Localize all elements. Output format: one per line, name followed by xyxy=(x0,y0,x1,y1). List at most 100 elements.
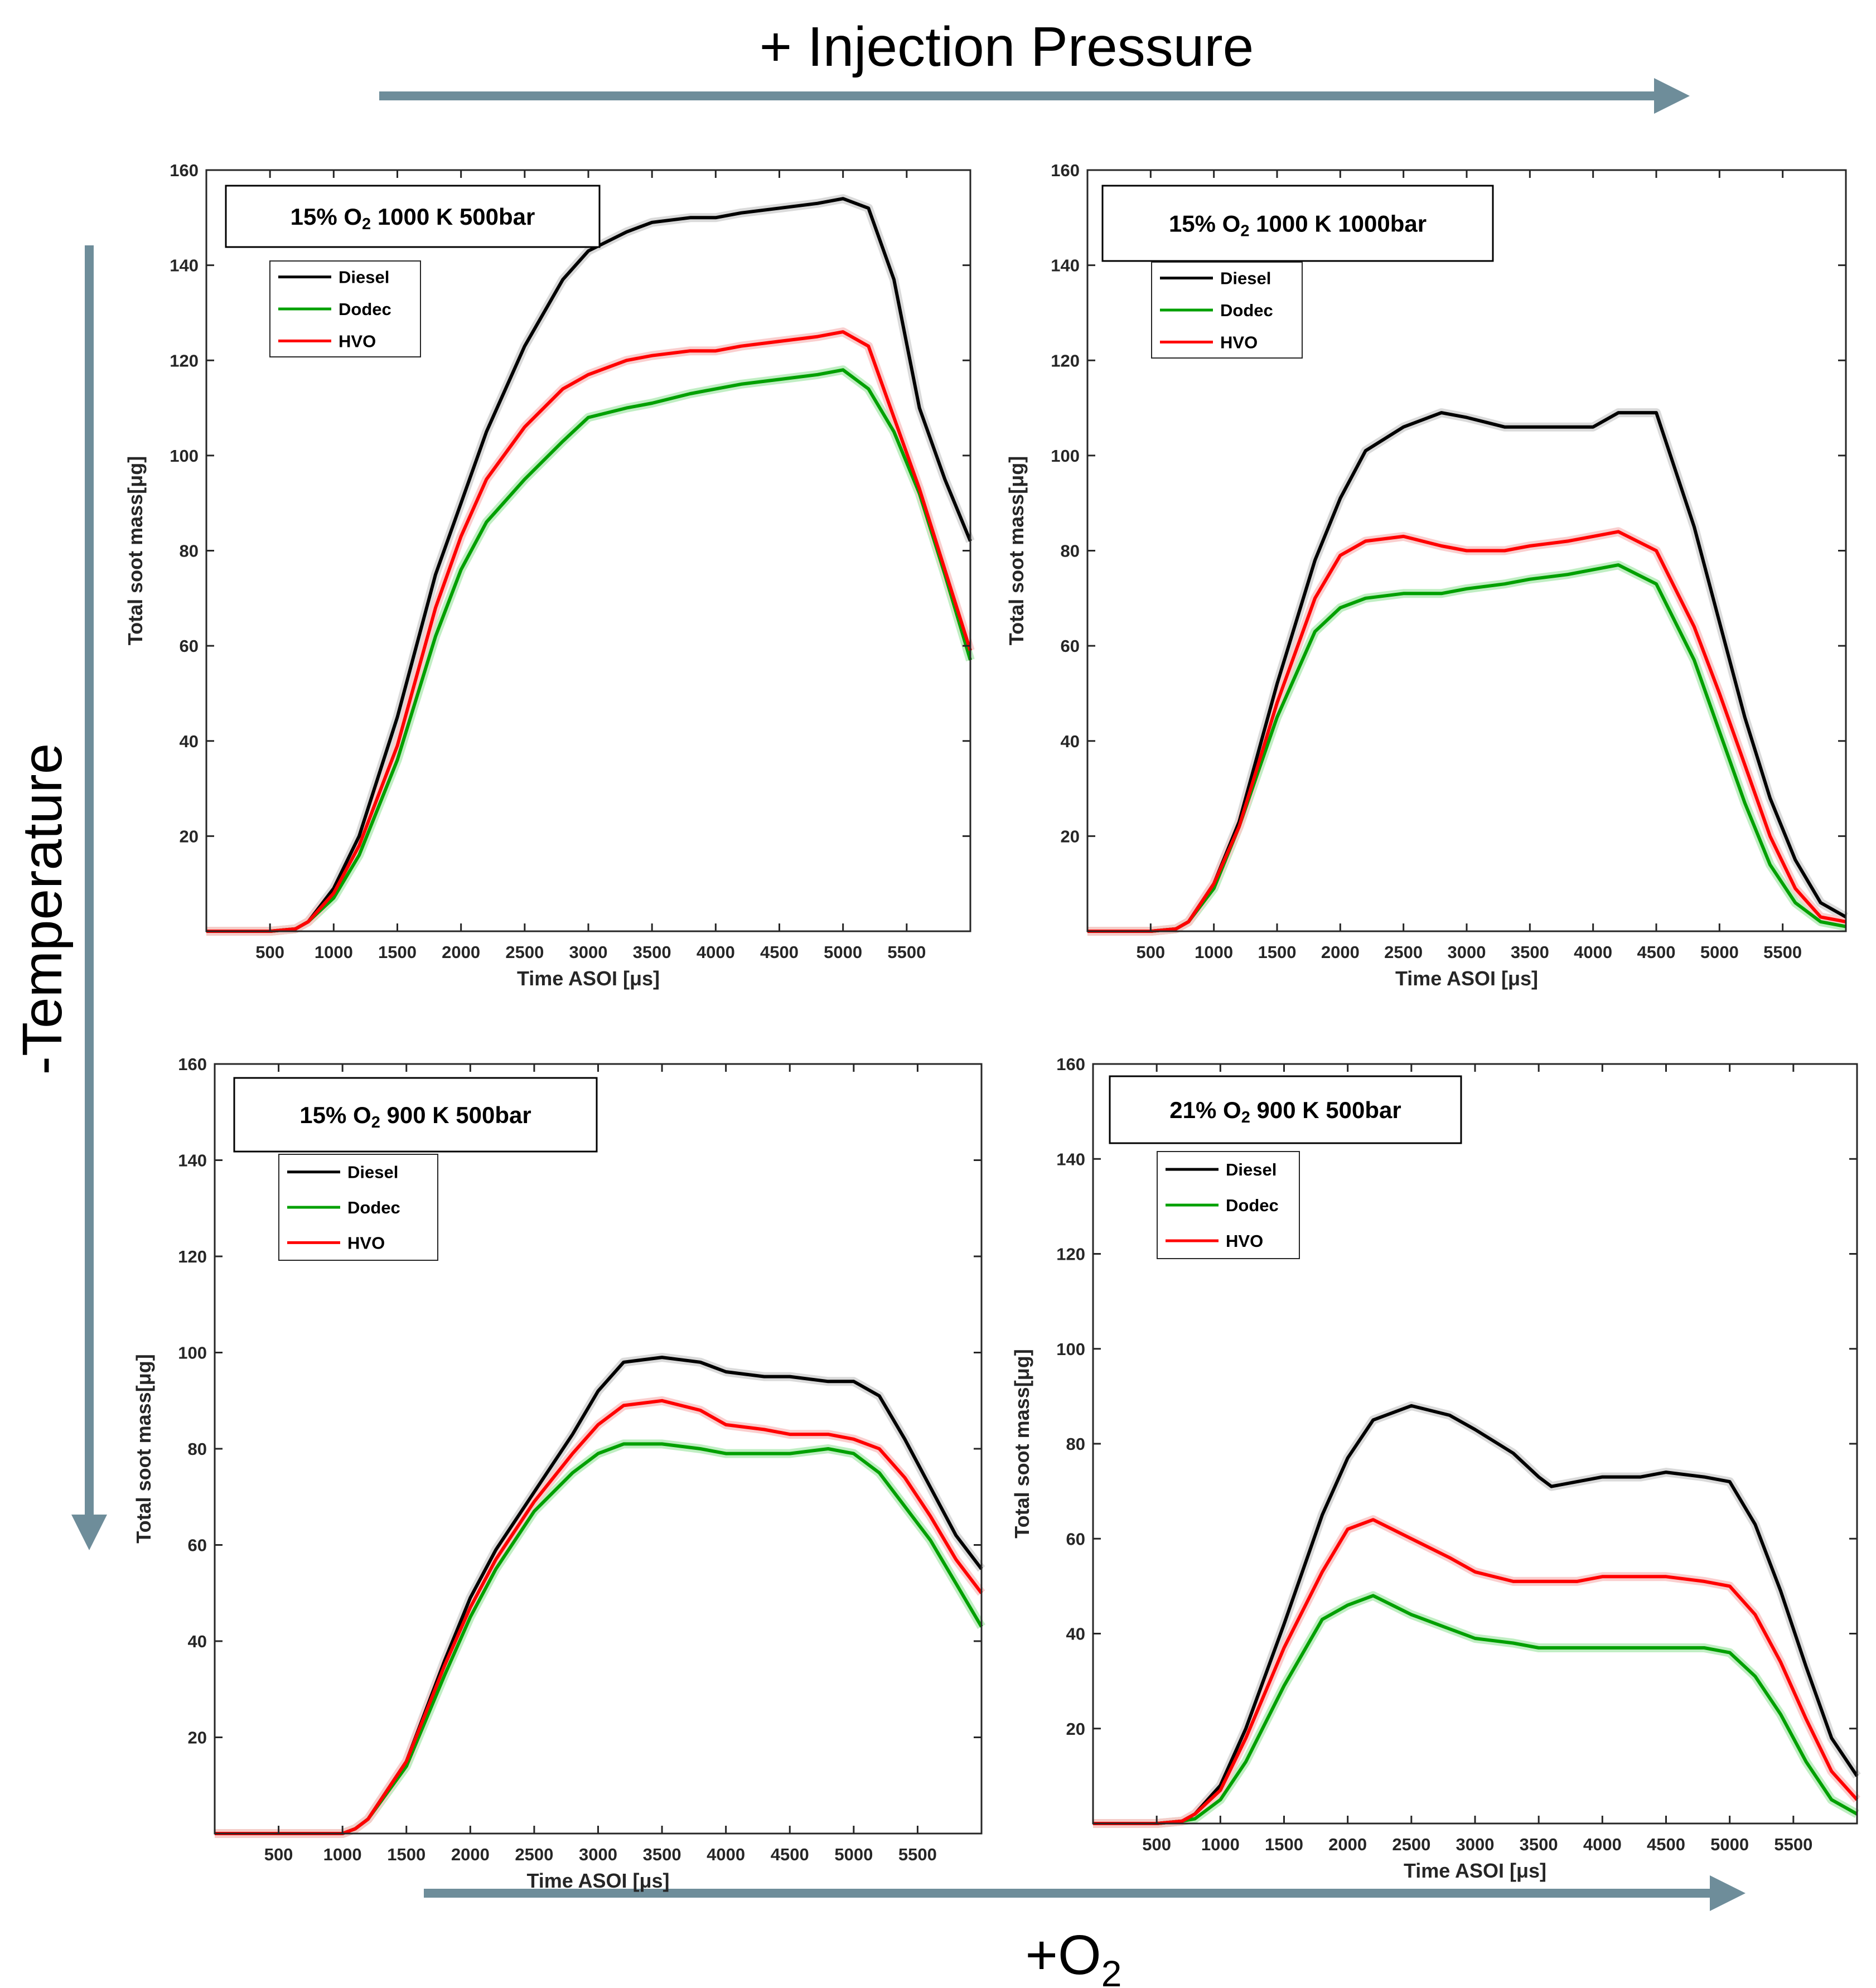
y-tick-label: 60 xyxy=(188,1536,207,1555)
legend-label-diesel: Diesel xyxy=(1226,1160,1277,1179)
series-line-dodec xyxy=(1093,1594,1858,1825)
x-axis-label: Time ASOI [μs] xyxy=(517,967,660,990)
y-tick-label: 80 xyxy=(188,1439,207,1459)
y-tick-label: 20 xyxy=(1066,1719,1085,1739)
legend-label-hvo: HVO xyxy=(339,331,376,351)
y-tick-label: 80 xyxy=(1061,541,1080,561)
y-tick-label: 40 xyxy=(180,732,199,751)
y-tick-label: 140 xyxy=(178,1151,207,1170)
y-axis-label: Total soot mass[μg] xyxy=(132,1354,155,1543)
x-tick-label: 1000 xyxy=(1201,1835,1240,1854)
x-tick-label: 4500 xyxy=(771,1845,809,1864)
y-tick-label: 160 xyxy=(178,1055,207,1074)
x-tick-label: 3500 xyxy=(1511,942,1549,962)
y-tick-label: 160 xyxy=(1051,161,1080,180)
x-tick-label: 2500 xyxy=(1384,942,1423,962)
series-line-diesel xyxy=(1093,1404,1859,1825)
x-tick-label: 3500 xyxy=(1520,1835,1558,1854)
x-tick-label: 5000 xyxy=(834,1845,873,1864)
x-tick-label: 4500 xyxy=(1637,942,1676,962)
x-tick-label: 500 xyxy=(1136,942,1165,962)
x-tick-label: 4500 xyxy=(760,942,799,962)
x-tick-label: 1500 xyxy=(1258,942,1297,962)
series-line-dodec xyxy=(206,368,972,933)
x-tick-label: 1000 xyxy=(1195,942,1233,962)
x-tick-label: 4500 xyxy=(1647,1835,1685,1854)
legend-label-diesel: Diesel xyxy=(339,268,389,287)
y-tick-label: 100 xyxy=(1051,446,1080,466)
x-tick-label: 2000 xyxy=(451,1845,490,1864)
x-tick-label: 1000 xyxy=(315,942,353,962)
chart-panel-bottom-left: 500 1000 1500 2000 2500 3000 3500 4000 4500 5000 5… xyxy=(132,1055,985,1892)
y-tick-label: 140 xyxy=(170,256,199,275)
y-tick-label: 140 xyxy=(1056,1149,1085,1169)
x-tick-label: 3500 xyxy=(633,942,671,962)
y-tick-label: 100 xyxy=(170,446,199,466)
condition-box xyxy=(233,1077,598,1153)
legend-label-hvo: HVO xyxy=(1226,1231,1263,1251)
y-tick-label: 160 xyxy=(170,161,199,180)
condition-label: 15% O2 1000 K 1000bar xyxy=(1169,211,1427,240)
x-tick-label: 1500 xyxy=(378,942,417,962)
x-tick-label: 4000 xyxy=(697,942,735,962)
x-tick-label: 4000 xyxy=(707,1845,745,1864)
x-tick-label: 3000 xyxy=(1448,942,1486,962)
x-tick-label: 3000 xyxy=(569,942,608,962)
legend-label-hvo: HVO xyxy=(347,1233,385,1252)
x-tick-label: 2500 xyxy=(515,1845,553,1864)
y-tick-label: 120 xyxy=(1051,351,1080,370)
y-tick-label: 160 xyxy=(1056,1055,1085,1074)
y-tick-label: 60 xyxy=(1066,1529,1085,1549)
y-tick-label: 100 xyxy=(178,1343,207,1363)
chart-panel-bottom-right: 500 1000 1500 2000 2500 3000 3500 4000 4500 5000 5… xyxy=(1010,1055,1861,1882)
series-line-hvo xyxy=(1087,530,1846,933)
y-axis-label: Total soot mass[μg] xyxy=(124,456,147,645)
y-tick-label: 20 xyxy=(188,1728,207,1748)
condition-label: 15% O2 1000 K 500bar xyxy=(291,204,535,233)
y-tick-label: 20 xyxy=(180,826,199,846)
condition-box xyxy=(1101,185,1494,262)
y-axis-label: Total soot mass[μg] xyxy=(1010,1349,1033,1538)
chart-panel-top-right: 500 1000 1500 2000 2500 3000 3500 4000 4500 5000 5… xyxy=(1005,161,1848,990)
condition-label: 21% O2 900 K 500bar xyxy=(1169,1097,1401,1126)
x-tick-label: 2000 xyxy=(442,942,480,962)
series-line-hvo xyxy=(215,1399,983,1835)
legend-label-dodec: Dodec xyxy=(347,1198,400,1217)
y-tick-label: 40 xyxy=(1066,1624,1085,1644)
x-tick-label: 2000 xyxy=(1321,942,1360,962)
x-tick-label: 5500 xyxy=(1774,1835,1812,1854)
temperature-label: -Temperature xyxy=(11,743,74,1075)
x-tick-label: 4000 xyxy=(1583,1835,1622,1854)
legend-label-hvo: HVO xyxy=(1220,332,1258,352)
x-tick-label: 500 xyxy=(1142,1835,1171,1854)
y-axis-label: Total soot mass[μg] xyxy=(1005,456,1028,645)
x-tick-label: 2000 xyxy=(1328,1835,1367,1854)
x-tick-label: 3500 xyxy=(643,1845,681,1864)
series-line-hvo xyxy=(206,330,972,933)
x-tick-label: 5000 xyxy=(1710,1835,1749,1854)
y-tick-label: 20 xyxy=(1061,826,1080,846)
y-tick-label: 80 xyxy=(180,541,199,561)
condition-box xyxy=(1109,1075,1462,1144)
x-tick-label: 1500 xyxy=(387,1845,426,1864)
x-axis-label: Time ASOI [μs] xyxy=(1395,967,1538,990)
y-tick-label: 40 xyxy=(188,1632,207,1651)
x-tick-label: 5500 xyxy=(898,1845,937,1864)
y-tick-label: 60 xyxy=(1061,636,1080,656)
y-tick-label: 40 xyxy=(1061,732,1080,751)
x-axis-label: Time ASOI [μs] xyxy=(1404,1859,1546,1882)
x-tick-label: 2500 xyxy=(505,942,544,962)
condition-label: 15% O2 900 K 500bar xyxy=(299,1102,531,1131)
legend-label-diesel: Diesel xyxy=(1220,269,1271,288)
y-tick-label: 120 xyxy=(170,351,199,370)
x-tick-label: 3000 xyxy=(1456,1835,1495,1854)
legend-label-dodec: Dodec xyxy=(339,299,391,319)
x-tick-label: 1500 xyxy=(1265,1835,1303,1854)
y-tick-label: 100 xyxy=(1056,1339,1085,1359)
series-line-diesel xyxy=(206,197,972,933)
y-tick-label: 140 xyxy=(1051,256,1080,275)
x-tick-label: 500 xyxy=(255,942,284,962)
x-axis-label: Time ASOI [μs] xyxy=(526,1869,669,1892)
y-tick-label: 80 xyxy=(1066,1434,1085,1454)
